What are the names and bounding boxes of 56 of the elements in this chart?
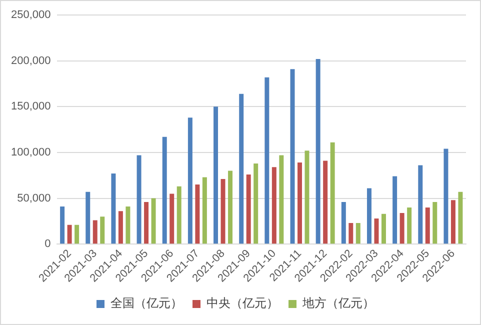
- y-tick-label: 100,000: [10, 146, 51, 159]
- bar: [348, 223, 354, 244]
- bar: [74, 224, 80, 244]
- bar: [86, 192, 90, 244]
- bar: [170, 194, 174, 244]
- bar: [100, 216, 105, 244]
- bar: [246, 174, 251, 244]
- bar: [279, 155, 284, 244]
- bar: [118, 211, 123, 244]
- bar: [432, 202, 438, 244]
- y-tick-label: 150,000: [10, 100, 51, 113]
- bar: [67, 224, 72, 244]
- bar: [136, 155, 142, 244]
- bar: [264, 77, 270, 244]
- bar: [316, 58, 320, 244]
- legend-label: 地方（亿元）: [302, 296, 374, 310]
- bar: [202, 177, 207, 244]
- bar: [374, 218, 379, 244]
- bar: [188, 118, 192, 244]
- bar: [341, 202, 346, 244]
- bar: [162, 136, 167, 244]
- bar: [304, 150, 310, 244]
- bar: [381, 214, 386, 244]
- bar: [151, 198, 156, 244]
- bar: [228, 170, 233, 244]
- bar: [392, 176, 398, 244]
- bar: [144, 202, 149, 244]
- bar: [366, 188, 372, 244]
- bar: [450, 200, 456, 244]
- bar: [176, 186, 182, 244]
- bar: [92, 220, 98, 244]
- bar: [220, 179, 226, 244]
- bar: [214, 106, 218, 244]
- bar: [407, 207, 412, 244]
- bar: [356, 223, 360, 244]
- bar: [323, 160, 328, 244]
- bar: [272, 167, 276, 244]
- legend-label: 中央（亿元）: [206, 296, 278, 310]
- bar: [239, 94, 244, 244]
- bar: [330, 142, 335, 244]
- y-tick-label: 0: [44, 238, 51, 250]
- bar: [254, 163, 258, 244]
- y-tick-label: 250,000: [10, 9, 51, 22]
- y-tick-label: 50,000: [17, 192, 51, 204]
- bar: [444, 148, 448, 244]
- y-tick-label: 200,000: [10, 54, 51, 67]
- legend-label: 全国（亿元）: [110, 296, 182, 310]
- bar: [458, 192, 463, 244]
- bar: [298, 162, 302, 244]
- bar: [195, 184, 200, 244]
- bar: [60, 206, 65, 244]
- bar: [400, 212, 404, 244]
- bar: [425, 207, 430, 244]
- bar: [111, 174, 116, 244]
- bar: [418, 165, 423, 244]
- bar: [126, 206, 130, 244]
